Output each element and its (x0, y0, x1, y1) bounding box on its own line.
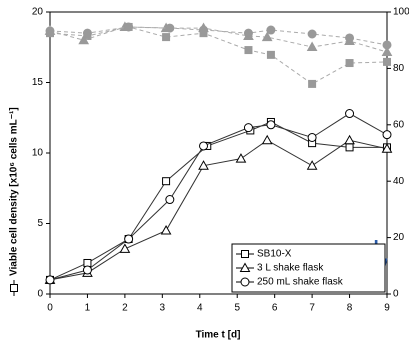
marker-triangle (381, 143, 393, 153)
marker-triangle (306, 160, 318, 170)
y2-tick-label: 80 (393, 63, 405, 74)
legend-label: 250 mL shake flask (257, 277, 344, 288)
marker-circle (124, 234, 134, 244)
marker-circle (45, 26, 55, 36)
marker-square (244, 46, 253, 55)
series-line (49, 112, 388, 281)
marker-circle (266, 120, 276, 130)
marker-square (241, 250, 249, 258)
x-tick-label: 2 (122, 303, 128, 314)
series-line (49, 26, 388, 53)
x-tick-label: 1 (85, 303, 91, 314)
y-tick-label: 10 (32, 148, 44, 159)
marker-circle (165, 195, 175, 205)
marker-square (345, 59, 354, 68)
marker-triangle (160, 225, 172, 235)
x-tick-label: 3 (160, 303, 166, 314)
marker-circle (82, 28, 92, 38)
x-tick-label: 0 (47, 303, 53, 314)
y-tick-label: 5 (37, 218, 43, 229)
y-axis-title-group: Viable cell density [x10⁶ cells mL⁻¹] (9, 107, 20, 296)
marker-square (266, 50, 275, 59)
series-line (49, 26, 388, 46)
marker-circle (243, 123, 253, 133)
marker-square (308, 79, 317, 88)
legend-box (231, 243, 386, 293)
x-tick-label: 6 (272, 303, 278, 314)
y-title-symbol (10, 284, 18, 292)
marker-circle (82, 265, 92, 275)
x-tick-label: 4 (197, 303, 203, 314)
marker-triangle (198, 160, 209, 170)
x-axis-title: Time t [d] (196, 330, 241, 341)
y2-tick-label: 60 (393, 119, 405, 130)
y2-tick-label: 100 (393, 7, 409, 18)
y-axis-title: Viable cell density [x10⁶ cells mL⁻¹] (9, 107, 20, 276)
marker-circle (307, 29, 317, 39)
y-tick-label: 0 (37, 289, 43, 300)
marker-triangle (261, 31, 273, 42)
y2-tick-label: 40 (393, 176, 405, 187)
series-line (49, 121, 387, 281)
series-line (49, 139, 388, 281)
marker-square (162, 177, 171, 186)
marker-circle (382, 130, 392, 140)
marker-triangle (344, 134, 355, 145)
legend-label: SB10-X (257, 249, 292, 260)
marker-circle (243, 28, 253, 38)
y2-tick-label: 20 (393, 232, 405, 243)
x-tick-label: 7 (309, 303, 315, 314)
x-tick-label: 9 (384, 303, 390, 314)
marker-circle (345, 33, 355, 43)
marker-triangle (235, 153, 247, 163)
marker-square (83, 258, 92, 267)
marker-circle (240, 277, 250, 287)
marker-square (162, 33, 171, 42)
marker-circle (307, 132, 317, 142)
marker-triangle (381, 46, 393, 57)
y2-tick-label: 0 (393, 289, 399, 300)
marker-square (345, 143, 354, 152)
marker-circle (199, 141, 209, 151)
marker-triangle (239, 262, 251, 272)
marker-triangle (306, 41, 318, 51)
y-tick-label: 15 (32, 77, 44, 88)
marker-triangle (119, 243, 131, 253)
marker-circle (45, 275, 55, 285)
legend-label: 3 L shake flask (257, 263, 324, 274)
marker-triangle (261, 134, 273, 145)
marker-circle (382, 40, 392, 50)
marker-square (383, 57, 391, 66)
series-line (49, 26, 388, 85)
y-tick-label: 20 (32, 7, 44, 18)
marker-circle (165, 23, 175, 33)
marker-triangle (78, 34, 90, 45)
marker-circle (199, 25, 209, 35)
marker-circle (124, 22, 134, 32)
x-tick-label: 8 (347, 303, 353, 314)
x-tick-label: 5 (234, 303, 240, 314)
marker-circle (345, 109, 355, 119)
marker-circle (266, 25, 276, 35)
